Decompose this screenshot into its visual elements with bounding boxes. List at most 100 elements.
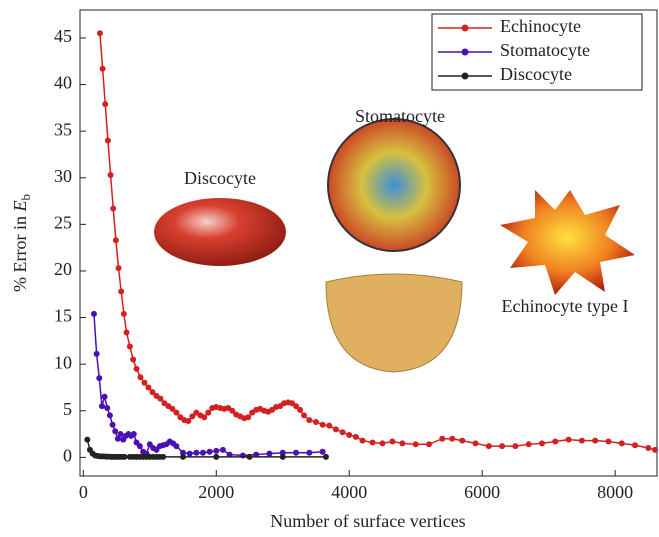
data-point bbox=[118, 288, 124, 294]
x-tick-label: 0 bbox=[79, 482, 88, 502]
data-point bbox=[94, 351, 100, 357]
y-tick-label: 45 bbox=[54, 26, 72, 46]
data-point bbox=[297, 407, 303, 413]
data-point bbox=[459, 438, 465, 444]
data-point bbox=[306, 417, 312, 423]
y-tick-label: 20 bbox=[54, 259, 72, 279]
data-point bbox=[124, 329, 130, 335]
y-label-text: % Error in bbox=[10, 212, 30, 292]
data-point bbox=[157, 396, 163, 402]
data-point bbox=[389, 439, 395, 445]
data-point bbox=[121, 311, 127, 317]
annotation: Echinocyte type I bbox=[502, 296, 629, 316]
data-point bbox=[499, 443, 505, 449]
legend-marker bbox=[462, 49, 469, 56]
legend-label: Discocyte bbox=[500, 64, 572, 84]
annotation: Discocyte bbox=[184, 168, 256, 188]
data-point bbox=[201, 414, 207, 420]
data-point bbox=[413, 441, 419, 447]
data-point bbox=[130, 357, 136, 363]
data-point bbox=[131, 431, 137, 437]
data-point bbox=[449, 436, 455, 442]
data-point bbox=[301, 412, 307, 418]
data-point bbox=[205, 410, 211, 416]
data-point bbox=[160, 454, 166, 460]
data-point bbox=[526, 441, 532, 447]
data-point bbox=[592, 438, 598, 444]
data-point bbox=[579, 438, 585, 444]
data-point bbox=[486, 443, 492, 449]
x-tick-label: 4000 bbox=[331, 482, 367, 502]
data-point bbox=[137, 374, 143, 380]
data-point bbox=[141, 380, 147, 386]
data-point bbox=[369, 439, 375, 445]
y-axis-label: % Error in Eb bbox=[10, 194, 33, 292]
data-point bbox=[96, 375, 102, 381]
data-point bbox=[97, 30, 103, 36]
data-point bbox=[353, 434, 359, 440]
data-point bbox=[313, 419, 319, 425]
y-label-sub: b bbox=[18, 194, 33, 201]
data-point bbox=[99, 403, 105, 409]
data-point bbox=[439, 436, 445, 442]
data-point bbox=[104, 405, 110, 411]
data-point bbox=[200, 450, 206, 456]
stomatocyte-section bbox=[326, 274, 462, 372]
annotation: Stomatocyte bbox=[355, 106, 445, 126]
data-point bbox=[207, 449, 213, 455]
discocyte-image bbox=[154, 198, 286, 266]
data-point bbox=[185, 418, 191, 424]
data-point bbox=[552, 439, 558, 445]
legend-marker bbox=[462, 73, 469, 80]
legend-marker bbox=[462, 25, 469, 32]
data-point bbox=[247, 454, 253, 460]
y-label-var: E bbox=[10, 201, 30, 213]
y-tick-label: 40 bbox=[54, 73, 72, 93]
echinocyte-image bbox=[500, 190, 635, 295]
data-point bbox=[107, 412, 113, 418]
data-point bbox=[632, 442, 638, 448]
data-point bbox=[645, 445, 651, 451]
y-tick-label: 30 bbox=[54, 166, 72, 186]
data-point bbox=[245, 414, 251, 420]
data-point bbox=[333, 426, 339, 432]
data-point bbox=[605, 439, 611, 445]
y-tick-label: 5 bbox=[63, 399, 72, 419]
data-point bbox=[102, 394, 108, 400]
data-point bbox=[118, 431, 124, 437]
y-tick-label: 0 bbox=[63, 445, 72, 465]
data-point bbox=[187, 451, 193, 457]
x-tick-label: 6000 bbox=[464, 482, 500, 502]
y-tick-label: 15 bbox=[54, 306, 72, 326]
y-tick-label: 25 bbox=[54, 212, 72, 232]
data-point bbox=[110, 422, 116, 428]
data-point bbox=[102, 101, 108, 107]
data-point bbox=[266, 451, 272, 457]
data-point bbox=[145, 384, 151, 390]
legend-label: Stomatocyte bbox=[500, 40, 590, 60]
data-point bbox=[173, 443, 179, 449]
data-point bbox=[100, 66, 106, 72]
data-point bbox=[173, 410, 179, 416]
data-point bbox=[122, 454, 128, 460]
data-point bbox=[213, 448, 219, 454]
data-point bbox=[105, 137, 111, 143]
chart: Number of surface vertices % Error in Eb… bbox=[0, 0, 659, 537]
data-point bbox=[512, 443, 518, 449]
x-tick-label: 2000 bbox=[198, 482, 234, 502]
data-point bbox=[566, 437, 572, 443]
data-point bbox=[113, 237, 119, 243]
y-tick-label: 10 bbox=[54, 352, 72, 372]
data-point bbox=[137, 443, 143, 449]
stomatocyte-image bbox=[328, 119, 460, 251]
data-point bbox=[326, 423, 332, 429]
data-point bbox=[340, 429, 346, 435]
data-point bbox=[220, 447, 226, 453]
data-point bbox=[134, 366, 140, 372]
data-point bbox=[193, 450, 199, 456]
data-point bbox=[473, 440, 479, 446]
data-point bbox=[320, 422, 326, 428]
data-point bbox=[112, 428, 118, 434]
x-axis-label: Number of surface vertices bbox=[270, 511, 465, 531]
data-point bbox=[293, 450, 299, 456]
